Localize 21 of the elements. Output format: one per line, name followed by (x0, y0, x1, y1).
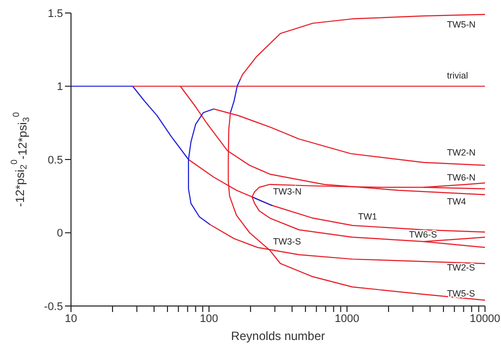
y-tick-label: 1.5 (48, 8, 63, 20)
annotation: TW3-S (273, 236, 301, 246)
y-tick-label: 0 (56, 228, 63, 240)
annotation: TW3-N (273, 186, 302, 196)
annotation: TW2-N (447, 147, 476, 158)
y-tick-label: 1 (56, 81, 63, 94)
annotation: TW5-N (447, 19, 476, 30)
annotation: TW6-S (409, 229, 437, 240)
annotation: TW4 (447, 196, 466, 206)
annotation: TW2-S (447, 262, 475, 272)
x-tick-label: 10000 (470, 312, 500, 325)
annotation: TW6-N (447, 172, 476, 182)
x-tick-label: 1000 (334, 312, 360, 325)
annotation: trivial (447, 70, 468, 80)
annotation: TW1 (358, 211, 377, 222)
x-axis-title: Reynolds number (230, 329, 326, 343)
x-tick-label: 10 (64, 312, 78, 325)
x-tick-label: 100 (200, 312, 218, 325)
y-tick-label: 0.5 (48, 154, 63, 166)
annotation: TW5-S (447, 288, 475, 298)
y-tick-label: -0.5 (44, 300, 63, 313)
